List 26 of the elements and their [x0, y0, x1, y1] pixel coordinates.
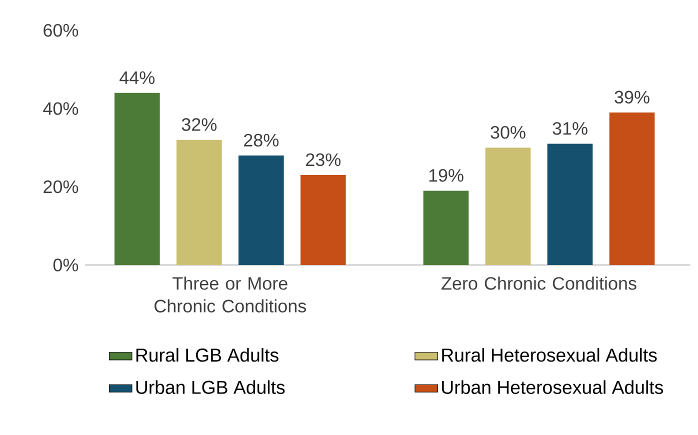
x-tick-label: Zero Chronic Conditions — [442, 276, 636, 290]
data-label: 30% — [490, 126, 526, 139]
data-label: 44% — [120, 71, 155, 84]
bar — [485, 148, 531, 265]
legend-label: Rural Heterosexual Adults — [442, 348, 657, 362]
data-label: 39% — [614, 90, 650, 104]
data-label: 23% — [306, 153, 341, 166]
x-tick-label: Three or More Chronic Conditions — [154, 276, 306, 312]
y-tick-label: 40% — [43, 102, 78, 115]
bar — [609, 112, 655, 265]
legend-label: Rural LGB Adults — [136, 348, 278, 362]
legend-label: Urban LGB Adults — [136, 380, 285, 394]
y-tick-label: 60% — [44, 24, 78, 37]
bar — [238, 155, 284, 265]
data-label: 31% — [552, 122, 588, 135]
y-tick-label: 20% — [44, 180, 78, 194]
bar — [176, 140, 222, 265]
data-label: 32% — [182, 118, 217, 131]
y-tick-label: 0% — [53, 258, 78, 272]
data-label: 19% — [429, 169, 464, 182]
bar — [300, 175, 346, 265]
bar — [547, 144, 593, 265]
data-label: 28% — [244, 134, 279, 147]
legend-label: Urban Heterosexual Adults — [442, 380, 663, 394]
bar — [114, 92, 160, 265]
bar — [423, 190, 469, 265]
